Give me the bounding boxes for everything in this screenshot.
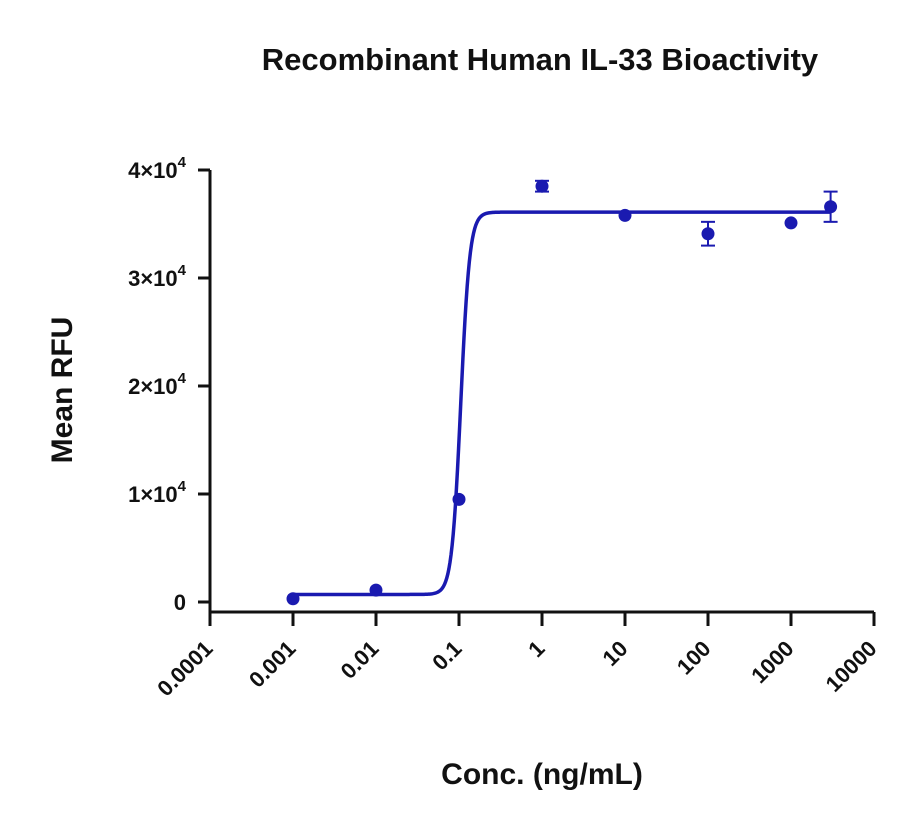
y-axis-label: Mean RFU xyxy=(46,317,79,464)
data-point xyxy=(286,592,300,606)
y-tick-label: 4×104 xyxy=(128,154,187,183)
x-tick-label: 1 xyxy=(523,636,549,662)
data-point xyxy=(535,179,549,193)
x-tick-label: 10 xyxy=(598,636,633,671)
x-tick-label: 0.0001 xyxy=(152,636,217,701)
y-axis-ticks: 0 1×104 2×104 3×104 4×104 xyxy=(128,154,210,615)
y-tick-label: 1×104 xyxy=(128,478,187,507)
x-tick-label: 0.1 xyxy=(427,636,466,675)
x-axis-label: Conc. (ng/mL) xyxy=(441,758,643,791)
x-tick-label: 1000 xyxy=(746,636,798,688)
y-tick-label: 2×104 xyxy=(128,370,187,399)
data-point xyxy=(452,492,466,506)
x-tick-label: 0.01 xyxy=(336,636,384,684)
data-point xyxy=(369,583,383,597)
x-tick-label: 0.001 xyxy=(244,636,301,693)
x-tick-label: 100 xyxy=(672,636,716,680)
data-point xyxy=(701,227,715,241)
data-point xyxy=(618,208,632,222)
chart-title: Recombinant Human IL-33 Bioactivity xyxy=(262,42,819,77)
data-points xyxy=(286,179,838,606)
x-axis-ticks: 0.0001 0.001 0.01 0.1 1 10 100 1000 10000 xyxy=(152,612,882,701)
x-tick-label: 10000 xyxy=(821,636,882,697)
y-tick-label: 3×104 xyxy=(128,262,187,291)
data-point xyxy=(824,200,838,214)
fit-curve xyxy=(293,210,831,597)
data-point xyxy=(784,216,798,230)
y-tick-label: 0 xyxy=(174,590,186,615)
